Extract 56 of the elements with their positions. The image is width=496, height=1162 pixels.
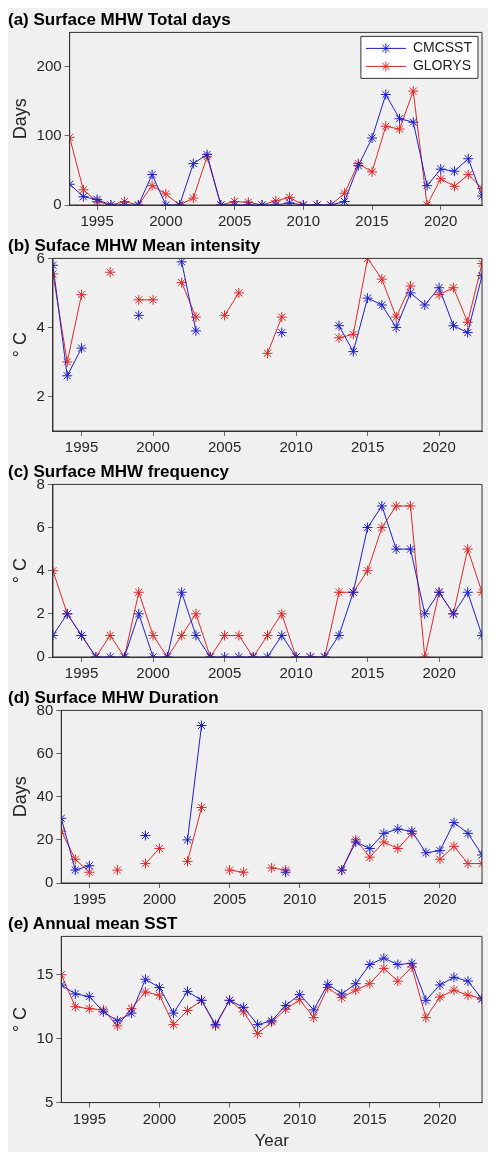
y-tick-label: 0 [44, 873, 54, 891]
y-tick-label: 4 [36, 317, 45, 335]
x-tick-label: 2010 [283, 890, 317, 908]
x-tick-label: 2015 [350, 664, 385, 682]
y-tick-label: 100 [36, 126, 62, 144]
y-axis-title: Days [9, 776, 30, 818]
x-tick-label: 2015 [350, 438, 385, 456]
y-axis-title: ° C [9, 558, 30, 584]
y-tick-label: 5 [44, 1092, 54, 1110]
x-tick-label: 2000 [142, 890, 177, 908]
y-tick-label: 60 [36, 743, 54, 761]
x-tick-label: 2000 [142, 1109, 177, 1127]
legend-label: CMCSST [412, 39, 473, 56]
x-tick-label: 2020 [423, 890, 457, 908]
y-axis-title: ° C [9, 1006, 30, 1033]
y-tick-label: 40 [36, 786, 54, 804]
y-axis-title: Days [9, 98, 30, 140]
legend-label: GLORYS [412, 57, 471, 74]
x-tick-label: 2005 [217, 212, 252, 230]
x-tick-label: 2020 [423, 1109, 457, 1127]
x-tick-label: 2005 [207, 664, 242, 682]
x-tick-label: 2010 [279, 664, 313, 682]
x-tick-label: 1995 [80, 212, 114, 230]
x-axis-title: Year [254, 1131, 290, 1151]
y-tick-label: 4 [36, 560, 45, 578]
x-tick-label: 1995 [64, 664, 99, 682]
x-tick-label: 1995 [72, 1109, 107, 1127]
x-tick-label: 2000 [136, 664, 170, 682]
x-tick-label: 2005 [207, 438, 242, 456]
x-tick-label: 2010 [283, 1109, 317, 1127]
y-tick-label: 6 [36, 517, 45, 535]
y-tick-label: 2 [36, 603, 45, 621]
chart-title: (e) Annual mean SST [8, 913, 179, 933]
y-tick-label: 0 [53, 195, 62, 213]
x-tick-label: 2010 [279, 438, 313, 456]
y-tick-label: 0 [36, 647, 45, 665]
y-tick-label: 20 [36, 829, 54, 847]
x-tick-label: 2000 [136, 438, 170, 456]
x-tick-label: 2020 [422, 664, 456, 682]
y-tick-label: 200 [36, 57, 62, 75]
y-axis-title: ° C [9, 332, 30, 358]
x-tick-label: 2015 [353, 1109, 387, 1127]
x-tick-label: 2010 [286, 212, 320, 230]
x-tick-label: 2000 [149, 212, 183, 230]
chart-title: (a) Surface MHW Total days [8, 9, 231, 29]
y-tick-label: 10 [36, 1028, 54, 1046]
x-tick-label: 2020 [422, 438, 456, 456]
x-tick-label: 1995 [64, 438, 99, 456]
x-tick-label: 2015 [353, 890, 387, 908]
x-tick-label: 1995 [72, 890, 107, 908]
x-tick-label: 2020 [424, 212, 458, 230]
x-tick-label: 2005 [212, 890, 247, 908]
x-tick-label: 2015 [355, 212, 389, 230]
y-tick-label: 2 [36, 386, 45, 404]
y-tick-label: 15 [36, 964, 54, 982]
x-tick-label: 2005 [212, 1109, 247, 1127]
